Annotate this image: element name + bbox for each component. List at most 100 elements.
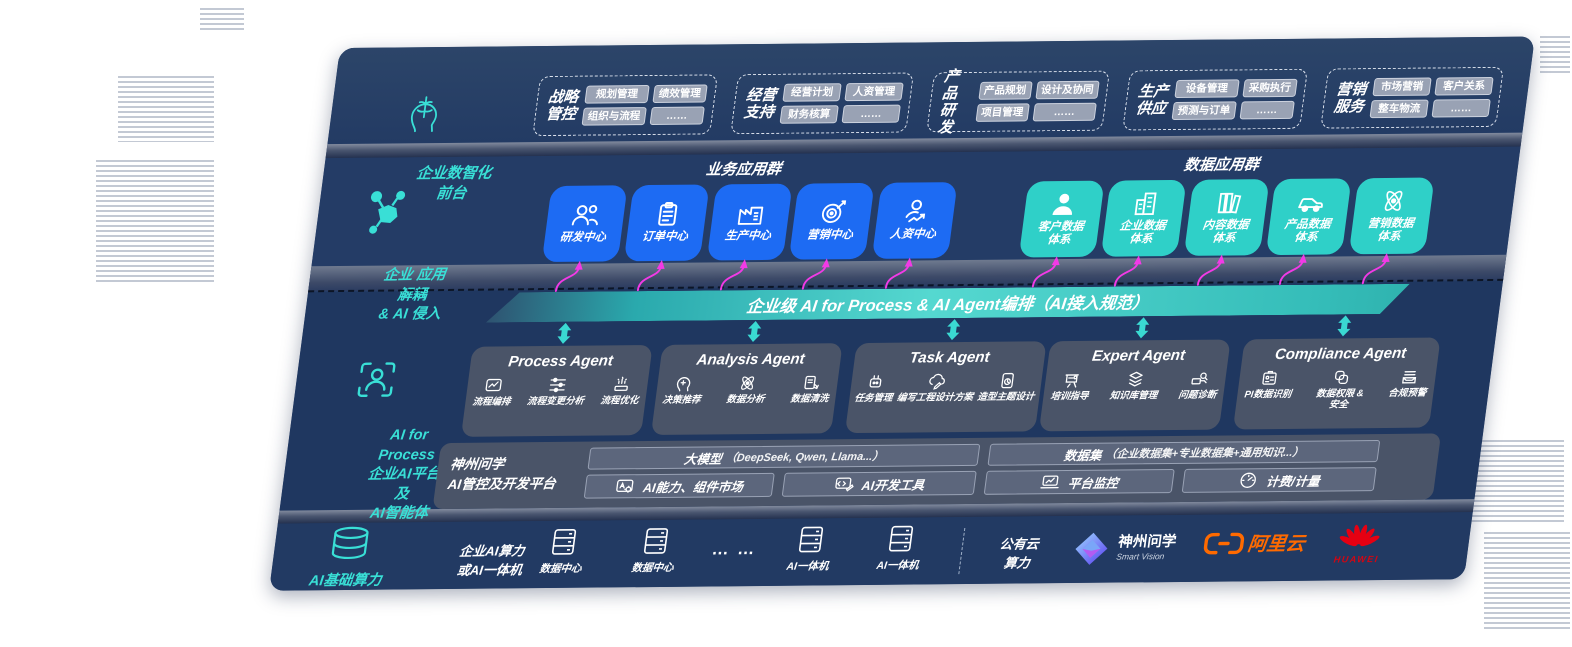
factory-icon [737, 207, 764, 226]
platform-button-label: AI能力、组件市场 [642, 479, 744, 495]
agent-title: Analysis Agent [695, 350, 806, 369]
server-label: 数据中心 [630, 561, 675, 575]
agent-capability-label: 流程变更分析 [526, 395, 585, 408]
agent-capability: PI数据识别 [1244, 369, 1295, 401]
data-box-product: 产品数据 体系 [1265, 178, 1352, 256]
vendor-subname: Smart Vision [1115, 551, 1166, 563]
target-icon [821, 200, 847, 224]
data-box-label: 产品数据 体系 [1283, 218, 1332, 244]
server-label: AI一体机 [875, 559, 920, 572]
agent-title: Process Agent [507, 352, 615, 371]
group-title: 营销 服务 [1332, 80, 1368, 116]
rail-decoupling: 企业 应用解耦 & AI 侵入 [301, 169, 466, 323]
agent-capability-label: 数据权限 & 安全 [1315, 388, 1365, 411]
agent-capability: 问题诊断 [1178, 370, 1220, 402]
platform-button-label: 计费/计量 [1265, 474, 1321, 489]
vendor-name: HUAWEI [1333, 554, 1380, 565]
capability-group-strategy: 战略 管控 规划管理 绩效管理 组织与流程 …… [532, 74, 719, 137]
public-cloud-label: 公有云 算力 [998, 536, 1040, 571]
business-apps-title: 业务应用群 [704, 160, 783, 179]
platform-button-monitor: 平台监控 [983, 469, 1175, 495]
agent-capability: 编写工程设计方案 [896, 372, 976, 405]
server-ai-appliance-2: AI一体机 [866, 524, 934, 573]
data-apps-title: 数据应用群 [1182, 156, 1261, 174]
agent-capability-label: 数据清洗 [789, 393, 830, 405]
vendor-aliyun: 阿里云 [1202, 529, 1307, 557]
server-label: AI一体机 [785, 560, 830, 573]
person-growth-icon [905, 200, 926, 223]
agent-capability: 任务管理 [854, 373, 896, 405]
capability-chip: 财务核算 [779, 105, 839, 124]
capability-chip: 采购执行 [1241, 78, 1298, 98]
group-title: 战略 管控 [544, 88, 580, 124]
app-box-label: 订单中心 [641, 231, 689, 244]
app-box-production-center: 生产中心 [706, 183, 793, 261]
server-datacenter-1: 数据中心 [529, 528, 597, 577]
group-title: 生产 供应 [1134, 82, 1170, 118]
capability-group-marketing: 营销 服务 市场营销 客户关系 整车物流 …… [1320, 66, 1505, 129]
diagnose-icon [1191, 372, 1208, 385]
data-box-label: 客户数据 体系 [1036, 220, 1085, 247]
dev-tools-icon [835, 477, 854, 492]
capability-chip: 绩效管理 [651, 84, 708, 104]
sliders-icon [549, 377, 566, 393]
infra-rail-label: AI基础算力 [307, 572, 383, 590]
training-icon [1065, 374, 1079, 388]
agent-capability: 决策推荐 [662, 375, 704, 407]
huawei-logo-icon [1339, 524, 1380, 547]
group-title: 经营 支持 [742, 86, 778, 122]
capability-group-product: 产品 研发 产品规划 设计及协同 项目管理 …… [926, 68, 1111, 137]
capability-chip: 整车物流 [1369, 99, 1429, 119]
data-clean-icon [804, 375, 819, 390]
agent-capability: 流程优化 [600, 375, 642, 407]
platform-name: 神州问学 AI管控及开发平台 [446, 456, 557, 493]
clipboard-icon [658, 202, 678, 227]
person-scan-icon [357, 361, 396, 397]
server-label: 数据中心 [538, 562, 583, 576]
agent-title: Task Agent [908, 348, 991, 367]
atom-icon [1384, 190, 1403, 211]
capability-chip: …… [1431, 98, 1491, 118]
capability-chip: …… [1238, 100, 1295, 120]
rail-ai-for-process: AI for Process 企业AI平台及 AI智能体 [288, 339, 462, 522]
server-icon [551, 528, 577, 555]
agent-capability: 流程变更分析 [526, 376, 587, 409]
agent-capability-label: 流程优化 [599, 395, 640, 407]
capability-chip: 项目管理 [974, 103, 1030, 122]
capability-chip: 组织与流程 [581, 107, 647, 126]
capability-group-supply: 生产 供应 设备管理 采购执行 预测与订单 …… [1122, 68, 1309, 131]
team-icon [571, 205, 598, 226]
cloud-pen-icon [929, 373, 946, 390]
vendor-name: 神州问学 [1117, 533, 1178, 551]
capability-chip: 预测与订单 [1171, 101, 1237, 121]
agent-capability-label: 编写工程设计方案 [896, 391, 974, 404]
robot-icon [869, 375, 882, 388]
app-box-label: 营销中心 [806, 229, 854, 242]
dataset-bar-sub: （企业数据集+专业数据集+通用知识...） [1104, 446, 1305, 461]
platform-button-label: AI开发工具 [860, 477, 926, 493]
group-title: 产品 研发 [936, 67, 961, 137]
flow-screen-icon [485, 378, 502, 392]
platform-button-dev-tools: AI开发工具 [781, 470, 977, 497]
person-icon [1052, 193, 1072, 215]
decorative-stripes [1540, 36, 1570, 76]
agent-capability: 合规预警 [1388, 368, 1430, 400]
agent-capability-label: 决策推荐 [661, 394, 702, 406]
agent-capability: 数据权限 & 安全 [1314, 368, 1367, 411]
data-box-label: 企业数据 体系 [1118, 219, 1167, 246]
app-box-hr-center: 人资中心 [871, 182, 958, 259]
data-box-label: 内容数据 体系 [1201, 219, 1250, 245]
data-box-marketing: 营销数据 体系 [1348, 177, 1435, 255]
agent-capability: 数据清洗 [790, 373, 832, 405]
design-pad-icon [1001, 372, 1015, 389]
layers-icon [1128, 371, 1143, 387]
rail-front-office: 企业数智化前台 [340, 68, 505, 202]
data-box-content: 内容数据 体系 [1183, 179, 1270, 256]
rail-label: 企业 应用解耦 & AI 侵入 [377, 267, 447, 323]
agent-capability-label: 造型主题设计 [976, 391, 1036, 403]
agent-capability-label: 知识库管理 [1108, 390, 1158, 402]
app-box-label: 研发中心 [559, 231, 607, 245]
capability-chip: 规划管理 [584, 85, 650, 104]
llm-bar-sub: （DeepSeek, Qwen, Llama...） [724, 450, 885, 465]
app-box-label: 生产中心 [724, 230, 772, 243]
